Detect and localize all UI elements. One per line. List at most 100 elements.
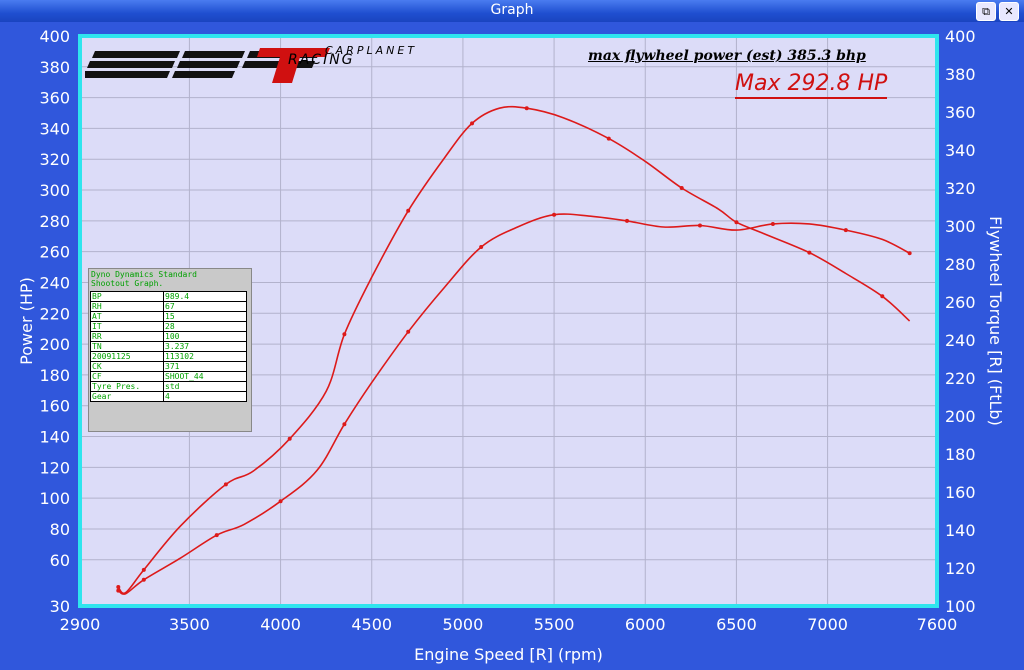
- data-point: [278, 499, 283, 504]
- x-tick-label: 6000: [625, 615, 666, 634]
- table-row: AT 15: [90, 311, 247, 322]
- data-point: [625, 218, 630, 223]
- info-value: 371: [163, 361, 247, 372]
- y-left-tick-label: 300: [39, 181, 70, 200]
- data-point: [907, 251, 912, 256]
- info-title-line: Shootout Graph.: [91, 279, 164, 288]
- x-tick-label: 4500: [351, 615, 392, 634]
- data-point: [807, 250, 812, 255]
- y-left-axis-label: Power (HP): [17, 277, 36, 365]
- restore-button[interactable]: ⧉: [976, 2, 996, 21]
- data-point: [214, 533, 219, 538]
- table-row: IT 28: [90, 321, 247, 332]
- table-row: CF SHOOT_44: [90, 371, 247, 382]
- y-right-tick-label: 120: [945, 559, 976, 578]
- data-point: [552, 212, 557, 217]
- y-right-tick-label: 360: [945, 103, 976, 122]
- info-value: 3.237: [163, 341, 247, 352]
- flywheel-power-note: max flywheel power (est) 385.3 bhp: [588, 48, 866, 64]
- data-point: [524, 106, 529, 111]
- y-left-tick-label: 120: [39, 458, 70, 477]
- y-right-tick-label: 220: [945, 369, 976, 388]
- info-value: 100: [163, 331, 247, 342]
- y-left-tick-label: 100: [39, 489, 70, 508]
- info-key: Gear: [90, 391, 164, 402]
- logo-stripes: [85, 48, 330, 83]
- info-key: 20091125: [90, 351, 164, 362]
- y-left-tick-label: 160: [39, 397, 70, 416]
- title-bar[interactable]: Graph ⧉ ✕: [0, 0, 1024, 22]
- y-left-tick-label: 30: [50, 597, 70, 616]
- y-right-tick-label: 280: [945, 255, 976, 274]
- x-tick-label: 5500: [534, 615, 575, 634]
- y-right-tick-label: 240: [945, 331, 976, 350]
- info-value: 113102: [163, 351, 247, 362]
- data-point: [606, 136, 611, 141]
- data-point: [697, 223, 702, 228]
- y-right-tick-label: 300: [945, 217, 976, 236]
- y-right-tick-label: 160: [945, 483, 976, 502]
- table-row: Tyre Pres. std: [90, 381, 247, 392]
- x-axis-label: Engine Speed [R] (rpm): [414, 645, 603, 664]
- table-row: RR 100: [90, 331, 247, 342]
- data-point: [479, 245, 484, 250]
- y-right-tick-label: 180: [945, 445, 976, 464]
- info-key: AT: [90, 311, 164, 322]
- info-key: CK: [90, 361, 164, 372]
- x-tick-label: 4000: [260, 615, 301, 634]
- data-point: [287, 436, 292, 441]
- y-right-tick-label: 320: [945, 179, 976, 198]
- y-left-tick-label: 80: [50, 520, 70, 539]
- data-point: [342, 422, 347, 427]
- info-value: 989.4: [163, 291, 247, 302]
- y-right-tick-label: 400: [945, 27, 976, 46]
- info-key: IT: [90, 321, 164, 332]
- table-row: Gear 4: [90, 391, 247, 402]
- y-left-tick-label: 220: [39, 304, 70, 323]
- data-point: [116, 585, 121, 589]
- y-left-tick-label: 280: [39, 212, 70, 231]
- data-point: [406, 208, 411, 213]
- y-left-tick-label: 380: [39, 58, 70, 77]
- data-point: [770, 221, 775, 226]
- data-point: [406, 329, 411, 334]
- x-tick-label: 7000: [807, 615, 848, 634]
- max-hp-label: Max 292.8 HP: [735, 71, 888, 99]
- data-point: [880, 294, 885, 299]
- torque-curve: [117, 105, 911, 595]
- logo-racing: RACING: [288, 52, 355, 68]
- y-right-tick-label: 260: [945, 293, 976, 312]
- data-point: [679, 186, 684, 190]
- info-key: BP: [90, 291, 164, 302]
- plot-frame: [78, 34, 939, 608]
- y-right-tick-label: 200: [945, 407, 976, 426]
- table-row: BP 989.4: [90, 291, 247, 302]
- info-value: 4: [163, 391, 247, 402]
- y-left-tick-label: 200: [39, 335, 70, 354]
- info-value: 67: [163, 301, 247, 312]
- x-tick-label: 7600: [917, 615, 958, 634]
- info-key: TN: [90, 341, 164, 352]
- info-table: BP 989.4 RH 67 AT 15 IT 28 RR 100 TN 3.237 200…: [90, 291, 247, 402]
- y-left-tick-label: 180: [39, 366, 70, 385]
- table-row: TN 3.237: [90, 341, 247, 352]
- y-right-tick-label: 340: [945, 141, 976, 160]
- table-row: CK 371: [90, 361, 247, 372]
- data-point: [116, 588, 121, 593]
- info-value: 28: [163, 321, 247, 332]
- info-key: RH: [90, 301, 164, 312]
- info-key: Tyre Pres.: [90, 381, 164, 392]
- y-left-tick-label: 140: [39, 428, 70, 447]
- y-left-tick-label: 260: [39, 243, 70, 262]
- close-button[interactable]: ✕: [999, 2, 1019, 21]
- window-title: Graph: [490, 2, 534, 18]
- info-title-line: Dyno Dynamics Standard: [91, 270, 197, 279]
- logo-subtitle: CARPLANET: [325, 44, 418, 57]
- y-right-tick-label: 140: [945, 521, 976, 540]
- x-tick-label: 3500: [169, 615, 210, 634]
- info-key: RR: [90, 331, 164, 342]
- y-left-tick-label: 400: [39, 27, 70, 46]
- x-tick-label: 5000: [443, 615, 484, 634]
- data-point: [470, 121, 475, 126]
